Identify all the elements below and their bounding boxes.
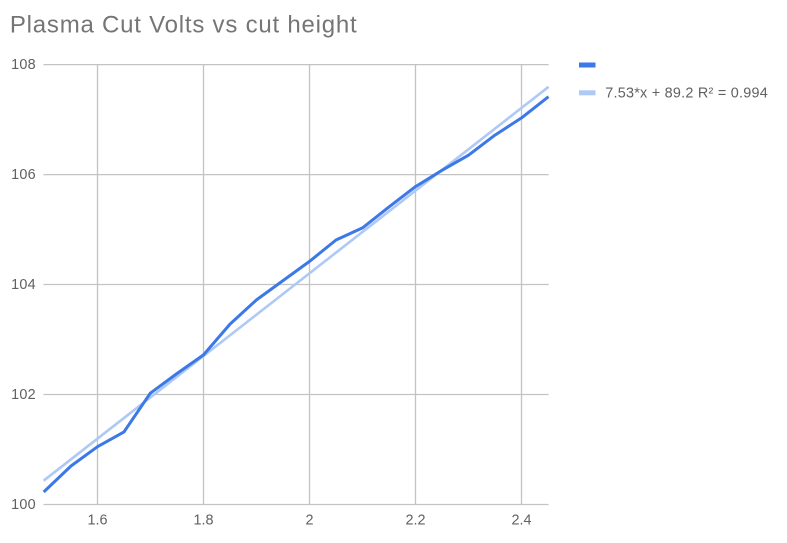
svg-text:2.4: 2.4 [511,512,531,528]
svg-text:2.2: 2.2 [405,512,425,528]
svg-text:104: 104 [11,277,36,293]
svg-text:7.53*x + 89.2 R² = 0.994: 7.53*x + 89.2 R² = 0.994 [605,86,768,102]
svg-text:100: 100 [11,497,36,513]
svg-text:2: 2 [305,512,313,528]
svg-text:102: 102 [11,387,36,403]
svg-text:1.6: 1.6 [87,512,107,528]
svg-text:106: 106 [11,167,36,183]
svg-text:1.8: 1.8 [193,512,213,528]
svg-text:Plasma Cut Volts vs cut height: Plasma Cut Volts vs cut height [10,12,358,39]
svg-text:108: 108 [11,57,36,73]
